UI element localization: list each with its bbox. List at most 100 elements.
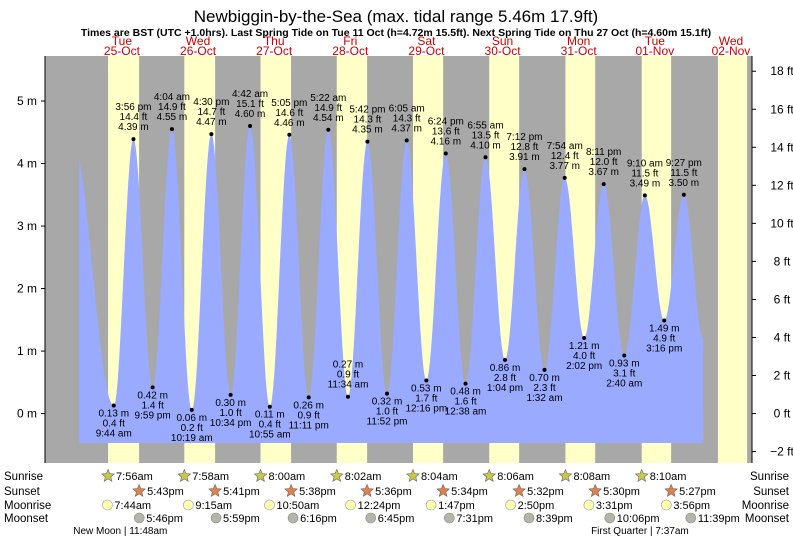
high-tide-dot bbox=[209, 132, 214, 137]
high-tide-label: 14.3 ft bbox=[393, 113, 421, 124]
high-tide-label: 11.5 ft bbox=[631, 168, 658, 179]
sunset-icon bbox=[284, 483, 299, 497]
high-tide-label: 3.91 m bbox=[509, 152, 540, 163]
moonrise-time: 3:56pm bbox=[673, 500, 710, 512]
high-tide-label: 3.77 m bbox=[549, 161, 580, 172]
low-tide-label: 0.26 m bbox=[293, 400, 324, 411]
high-tide-label: 7:12 pm bbox=[506, 132, 542, 143]
high-tide-dot bbox=[562, 175, 567, 180]
day-date-label: 31-Oct bbox=[561, 44, 598, 58]
sunrise-time: 8:00am bbox=[269, 471, 306, 483]
sunrise-time: 7:58am bbox=[192, 471, 229, 483]
day-name-label: Tue bbox=[645, 34, 666, 48]
high-tide-dot bbox=[642, 193, 647, 198]
chart-title: Newbiggin-by-the-Sea (max. tidal range 5… bbox=[194, 7, 598, 26]
moonset-icon bbox=[604, 512, 616, 524]
high-tide-label: 3.67 m bbox=[588, 167, 619, 178]
sunrise-icon bbox=[329, 468, 344, 482]
high-tide-label: 12.4 ft bbox=[551, 151, 579, 162]
sunset-time: 5:32pm bbox=[527, 486, 564, 498]
high-tide-label: 4.55 m bbox=[157, 112, 188, 123]
sunrise-icon bbox=[482, 468, 497, 482]
high-tide-label: 4.10 m bbox=[470, 140, 501, 151]
high-tide-label: 4:04 am bbox=[154, 92, 190, 103]
low-tide-dot bbox=[662, 318, 667, 323]
low-tide-label: 0.4 ft bbox=[103, 418, 125, 429]
moonrise-time: 12:24pm bbox=[358, 500, 401, 512]
right-tick-label: 14 ft bbox=[770, 140, 793, 154]
moonrise-icon bbox=[583, 499, 595, 511]
high-tide-label: 3.49 m bbox=[630, 178, 661, 189]
high-tide-label: 15.1 ft bbox=[236, 99, 264, 110]
high-tide-label: 12.0 ft bbox=[590, 157, 618, 168]
high-tide-label: 14.9 ft bbox=[158, 102, 186, 113]
moonrise-icon bbox=[183, 499, 194, 511]
high-tide-label: 4.35 m bbox=[352, 125, 383, 136]
low-tide-dot bbox=[463, 381, 468, 386]
sunset-icon bbox=[436, 483, 451, 497]
sunset-time: 5:41pm bbox=[223, 486, 260, 498]
right-tick-label: 4 ft bbox=[774, 330, 791, 344]
moonset-time: 6:16pm bbox=[300, 513, 337, 525]
sunrise-icon bbox=[406, 468, 420, 482]
day-name-label: Tue bbox=[112, 34, 133, 48]
moonset-icon bbox=[685, 512, 697, 524]
moonrise-icon bbox=[505, 499, 516, 511]
high-tide-dot bbox=[681, 192, 686, 197]
axes: 0 m 1 m 2 m 3 m 4 m 5 m −2 ft 0 ft 2 ft 4 ft 6 ft 8… bbox=[17, 56, 793, 463]
low-tide-label: 4.0 ft bbox=[573, 351, 595, 362]
low-tide-label: 10:19 am bbox=[171, 433, 213, 444]
day-date-label: 28-Oct bbox=[332, 44, 369, 58]
sunset-icon bbox=[132, 483, 147, 497]
row-label-left: Sunrise bbox=[4, 471, 43, 483]
low-tide-dot bbox=[582, 335, 587, 340]
day-date-label: 02-Nov bbox=[712, 44, 751, 58]
low-tide-label: 0.53 m bbox=[411, 383, 442, 394]
low-tide-label: 1.0 ft bbox=[376, 407, 398, 418]
moonset-icon bbox=[444, 512, 455, 524]
low-tide-dot bbox=[111, 403, 116, 408]
low-tide-label: 0.9 ft bbox=[337, 370, 359, 381]
right-tick-label: 8 ft bbox=[774, 254, 791, 268]
low-tide-label: 2.3 ft bbox=[533, 383, 555, 394]
sunrise-time: 8:04am bbox=[421, 471, 458, 483]
low-tide-label: 0.2 ft bbox=[181, 423, 203, 434]
row-label-right: Sunset bbox=[753, 486, 790, 498]
high-tide-label: 5:22 am bbox=[310, 93, 346, 104]
moonrise-time: 7:44am bbox=[114, 500, 151, 512]
low-tide-label: 10:34 pm bbox=[210, 418, 252, 429]
moonset-icon bbox=[365, 512, 377, 524]
high-tide-dot bbox=[601, 182, 606, 187]
sunset-icon bbox=[664, 483, 679, 497]
day-date-label: 27-Oct bbox=[256, 44, 293, 58]
low-tide-label: 0.11 m bbox=[255, 410, 285, 421]
low-tide-dot bbox=[267, 404, 272, 409]
low-tide-label: 0.06 m bbox=[176, 413, 207, 424]
low-tide-label: 1.7 ft bbox=[415, 393, 437, 404]
low-tide-label: 4.9 ft bbox=[653, 333, 675, 344]
high-tide-label: 13.6 ft bbox=[432, 127, 460, 138]
sunrise-time: 8:08am bbox=[573, 471, 610, 483]
low-tide-dot bbox=[424, 378, 429, 383]
high-tide-dot bbox=[365, 139, 370, 144]
high-tide-label: 4.39 m bbox=[118, 122, 149, 133]
moonrise-icon bbox=[345, 499, 356, 511]
low-tide-label: 0.9 ft bbox=[298, 410, 320, 421]
left-tick-label: 0 m bbox=[17, 407, 37, 421]
low-tide-dot bbox=[345, 394, 350, 399]
high-tide-label: 4.60 m bbox=[235, 109, 266, 120]
low-tide-dot bbox=[542, 367, 547, 372]
low-tide-dot bbox=[150, 385, 155, 390]
moonset-time: 6:45pm bbox=[378, 513, 415, 525]
low-tide-label: 1.49 m bbox=[649, 323, 680, 334]
right-tick-label: 6 ft bbox=[774, 292, 791, 306]
low-tide-label: 0.42 m bbox=[137, 390, 168, 401]
low-tide-dot bbox=[502, 357, 507, 362]
left-tick-label: 3 m bbox=[17, 219, 37, 233]
sunset-time: 5:43pm bbox=[147, 486, 184, 498]
high-tide-label: 4.46 m bbox=[274, 118, 305, 129]
right-tick-label: 12 ft bbox=[770, 178, 793, 192]
low-tide-dot bbox=[306, 395, 311, 400]
